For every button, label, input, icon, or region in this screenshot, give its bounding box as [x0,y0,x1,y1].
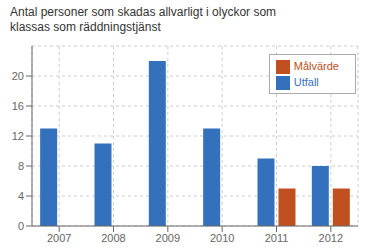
svg-text:16: 16 [12,100,24,112]
svg-text:2009: 2009 [156,232,180,244]
svg-text:2011: 2011 [265,232,289,244]
svg-text:8: 8 [18,160,24,172]
svg-text:0: 0 [18,220,24,232]
svg-text:2007: 2007 [47,232,71,244]
svg-text:2008: 2008 [101,232,125,244]
html-text:Antal personer som skadas allv: Antal personer som skadas allvarligt i o… [10,5,277,34]
svg-text:2010: 2010 [210,232,234,244]
svg-text:12: 12 [12,130,24,142]
html-text:Målvärde: Målvärde [293,60,339,72]
svg-text:20: 20 [12,70,24,82]
svg-text:4: 4 [18,190,24,202]
html-text:Utfall: Utfall [293,76,319,89]
svg-text:2012: 2012 [319,232,343,244]
